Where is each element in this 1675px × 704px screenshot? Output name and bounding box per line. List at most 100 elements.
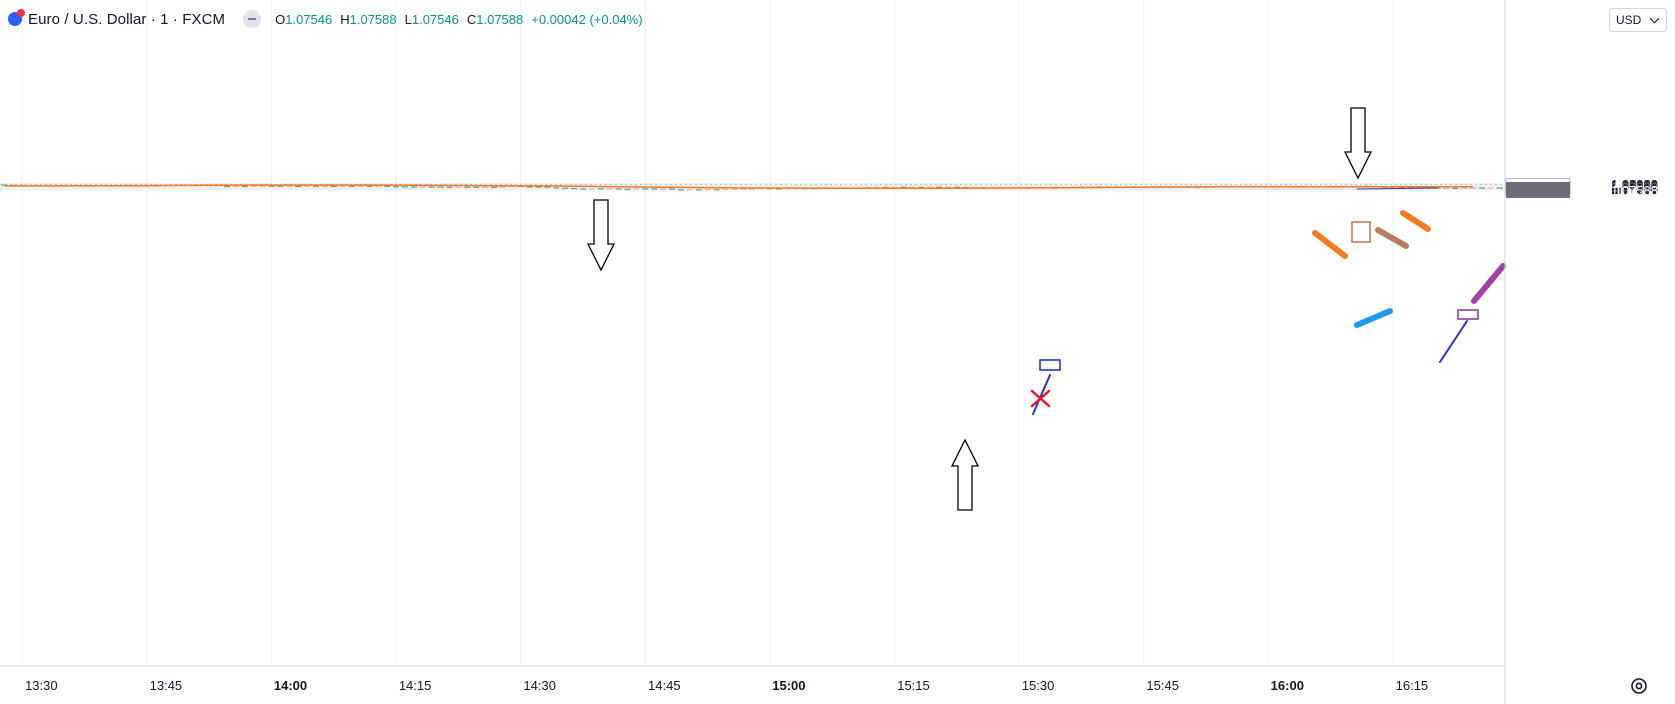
candle-body xyxy=(232,185,239,188)
candle-body xyxy=(1398,186,1405,189)
candle xyxy=(410,186,417,188)
candle xyxy=(295,185,302,188)
candle-body xyxy=(402,186,408,188)
candle xyxy=(357,185,364,187)
currency-select[interactable]: USD xyxy=(1609,8,1667,32)
candle-body xyxy=(410,186,417,188)
candle-body xyxy=(633,188,640,190)
arrow-down-marker[interactable] xyxy=(1343,107,1373,180)
candle xyxy=(330,185,337,188)
box-marker[interactable] xyxy=(1457,309,1479,320)
y-tick-label: 1.07850 xyxy=(1611,179,1658,194)
candle xyxy=(900,186,907,188)
resistance-line[interactable] xyxy=(1356,187,1437,190)
candle-body xyxy=(419,186,426,188)
candle-body xyxy=(775,188,782,190)
candle xyxy=(499,186,506,188)
symbol-logo-icon xyxy=(8,9,25,26)
y-tick-label: 1.07800 xyxy=(1611,180,1658,195)
candle xyxy=(1478,187,1485,189)
candle-body xyxy=(944,186,951,188)
candle xyxy=(571,187,578,190)
x-tick-label: 14:45 xyxy=(648,678,681,693)
ohlc-close-label: C xyxy=(466,11,477,27)
candle xyxy=(544,186,551,188)
chevron-down-icon xyxy=(1649,13,1660,24)
trend-line-blue[interactable] xyxy=(1032,374,1051,415)
candle-body xyxy=(562,187,569,189)
box-marker[interactable] xyxy=(1039,359,1061,371)
candle-body xyxy=(1389,186,1396,189)
x-tick-label: 13:30 xyxy=(25,678,58,693)
candle-body xyxy=(615,188,622,190)
symbol-title[interactable]: Euro / U.S. Dollar · 1 · FXCM xyxy=(28,10,226,28)
ohlc-low-value: 1.07546 xyxy=(411,11,459,27)
candle-body xyxy=(535,186,542,188)
candle-body xyxy=(1487,187,1494,189)
drawings[interactable] xyxy=(586,107,1506,511)
candle-body xyxy=(1,184,8,186)
candle-body xyxy=(624,188,631,190)
candle-body xyxy=(900,186,907,188)
candle-body xyxy=(660,188,667,190)
candle-body xyxy=(873,186,880,189)
candle xyxy=(446,186,453,188)
candle xyxy=(704,189,711,191)
arrow-down-marker[interactable] xyxy=(586,199,616,272)
candle xyxy=(927,186,934,188)
candle xyxy=(286,185,293,188)
candle-body xyxy=(704,189,711,191)
candle xyxy=(918,186,925,188)
candle-body xyxy=(313,185,319,187)
candle xyxy=(873,186,880,189)
candle-body xyxy=(348,185,355,187)
candle xyxy=(339,185,346,187)
arrow-up-marker[interactable] xyxy=(950,438,980,511)
candle-body xyxy=(953,186,960,188)
candle xyxy=(313,185,319,187)
box-marker[interactable] xyxy=(1351,221,1371,243)
cross-marker[interactable] xyxy=(1030,389,1051,408)
stroke-blue[interactable] xyxy=(1354,308,1393,328)
stroke-orange[interactable] xyxy=(1312,230,1348,259)
candle xyxy=(464,186,471,188)
candle-body xyxy=(695,189,702,191)
candle-body xyxy=(731,188,738,191)
candle xyxy=(437,186,444,188)
ohlc-high-value: 1.07588 xyxy=(349,11,397,27)
candle-body xyxy=(491,186,497,188)
trend-line-blue[interactable] xyxy=(1439,320,1468,363)
stroke-orange[interactable] xyxy=(1400,210,1431,232)
y-tick-label: 1.07900 xyxy=(1611,178,1658,193)
stroke-brown[interactable] xyxy=(1375,227,1409,249)
ohlc-open-value: 1.07546 xyxy=(285,11,333,27)
candle xyxy=(713,189,720,191)
candle xyxy=(633,188,640,190)
stroke-purple[interactable] xyxy=(1471,263,1506,304)
x-tick-label: 13:45 xyxy=(150,678,183,693)
candle xyxy=(695,189,702,191)
candle xyxy=(241,185,248,188)
candle xyxy=(277,185,284,187)
x-tick-label: 16:15 xyxy=(1396,678,1429,693)
settings-gear-icon[interactable] xyxy=(1628,675,1650,697)
moving-average xyxy=(4,184,1473,190)
candle-body xyxy=(749,188,756,190)
candle-body xyxy=(722,188,729,191)
candle-body xyxy=(553,187,560,189)
candle xyxy=(597,188,604,190)
candle xyxy=(660,188,667,190)
candle-body xyxy=(918,186,925,188)
candle-body xyxy=(606,188,613,190)
candle xyxy=(473,186,480,188)
ohlc-close-value: 1.07588 xyxy=(476,11,524,27)
candle-body xyxy=(936,186,942,188)
candle xyxy=(321,185,328,188)
candle-body xyxy=(482,186,489,188)
candle xyxy=(348,185,355,187)
collapse-legend-button[interactable] xyxy=(243,10,262,28)
x-tick-label: 15:00 xyxy=(772,678,805,693)
candle-body xyxy=(1496,187,1503,189)
